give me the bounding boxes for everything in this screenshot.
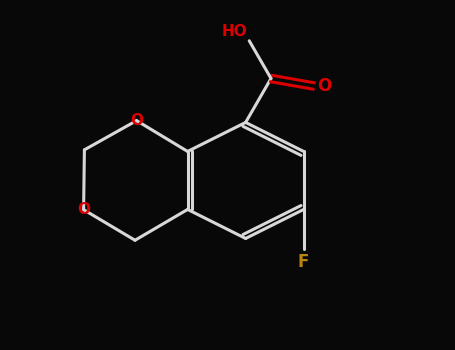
Text: O: O (130, 113, 143, 128)
Text: HO: HO (222, 24, 248, 39)
Text: O: O (318, 77, 332, 95)
Text: O: O (77, 202, 90, 217)
Text: F: F (298, 253, 309, 271)
